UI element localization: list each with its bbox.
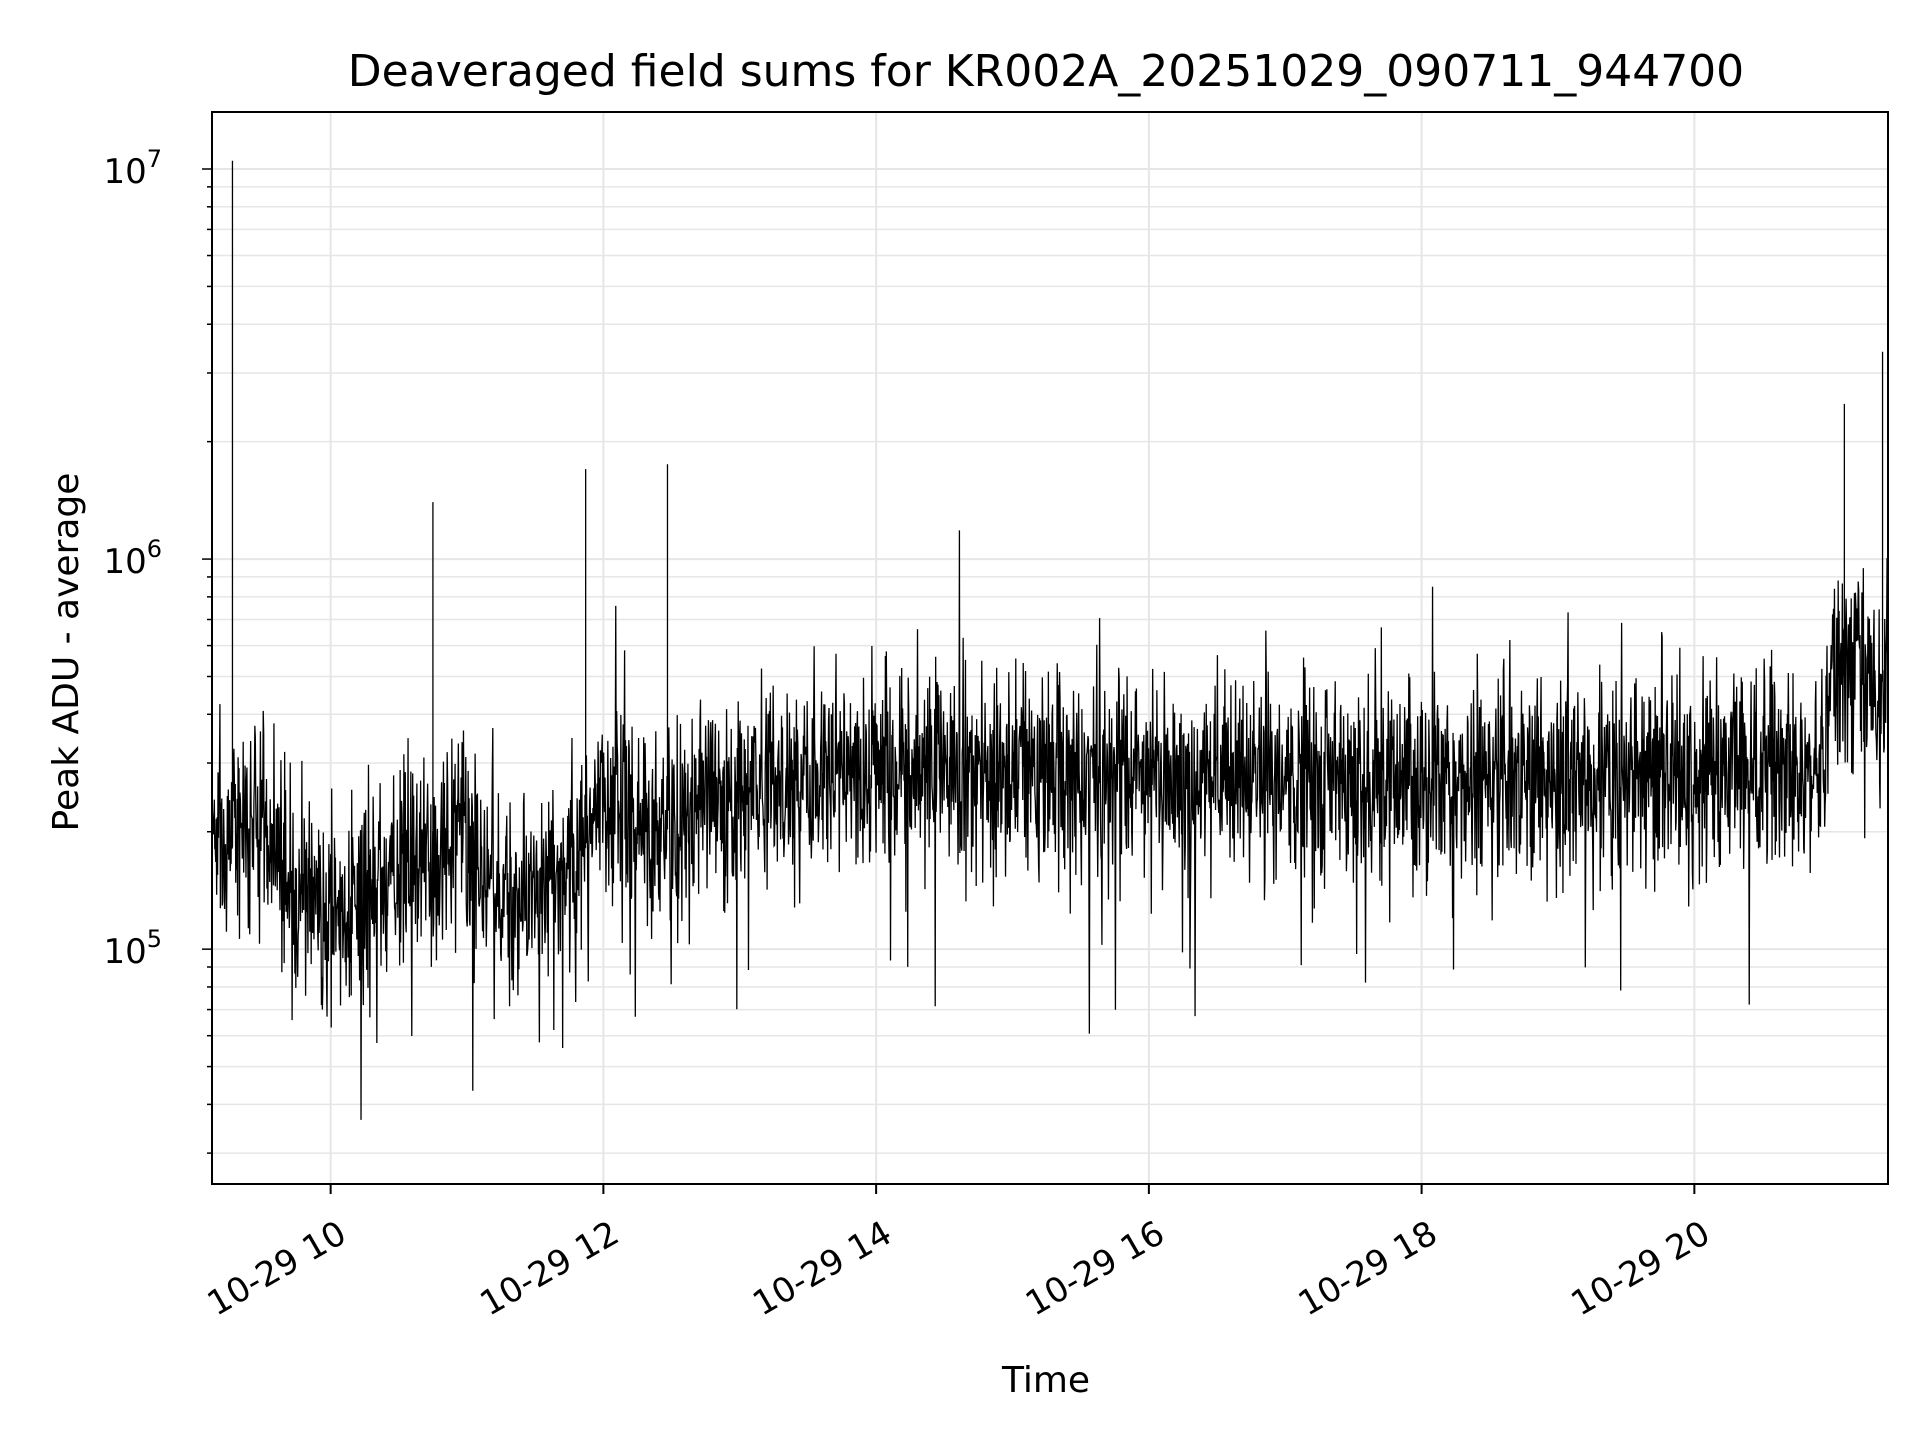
chart-title: Deaveraged field sums for KR002A_2025102… — [348, 46, 1744, 97]
plot-frame — [211, 111, 1889, 1185]
plot-area — [212, 160, 1888, 1120]
x-axis-label: Time — [1001, 1360, 1090, 1401]
y-tick-label: 105 — [103, 925, 162, 972]
y-tick-label: 106 — [103, 535, 162, 582]
y-tick-label: 107 — [103, 145, 162, 192]
y-axis-label: Peak ADU - average — [46, 473, 87, 832]
series-line — [212, 160, 1888, 1120]
